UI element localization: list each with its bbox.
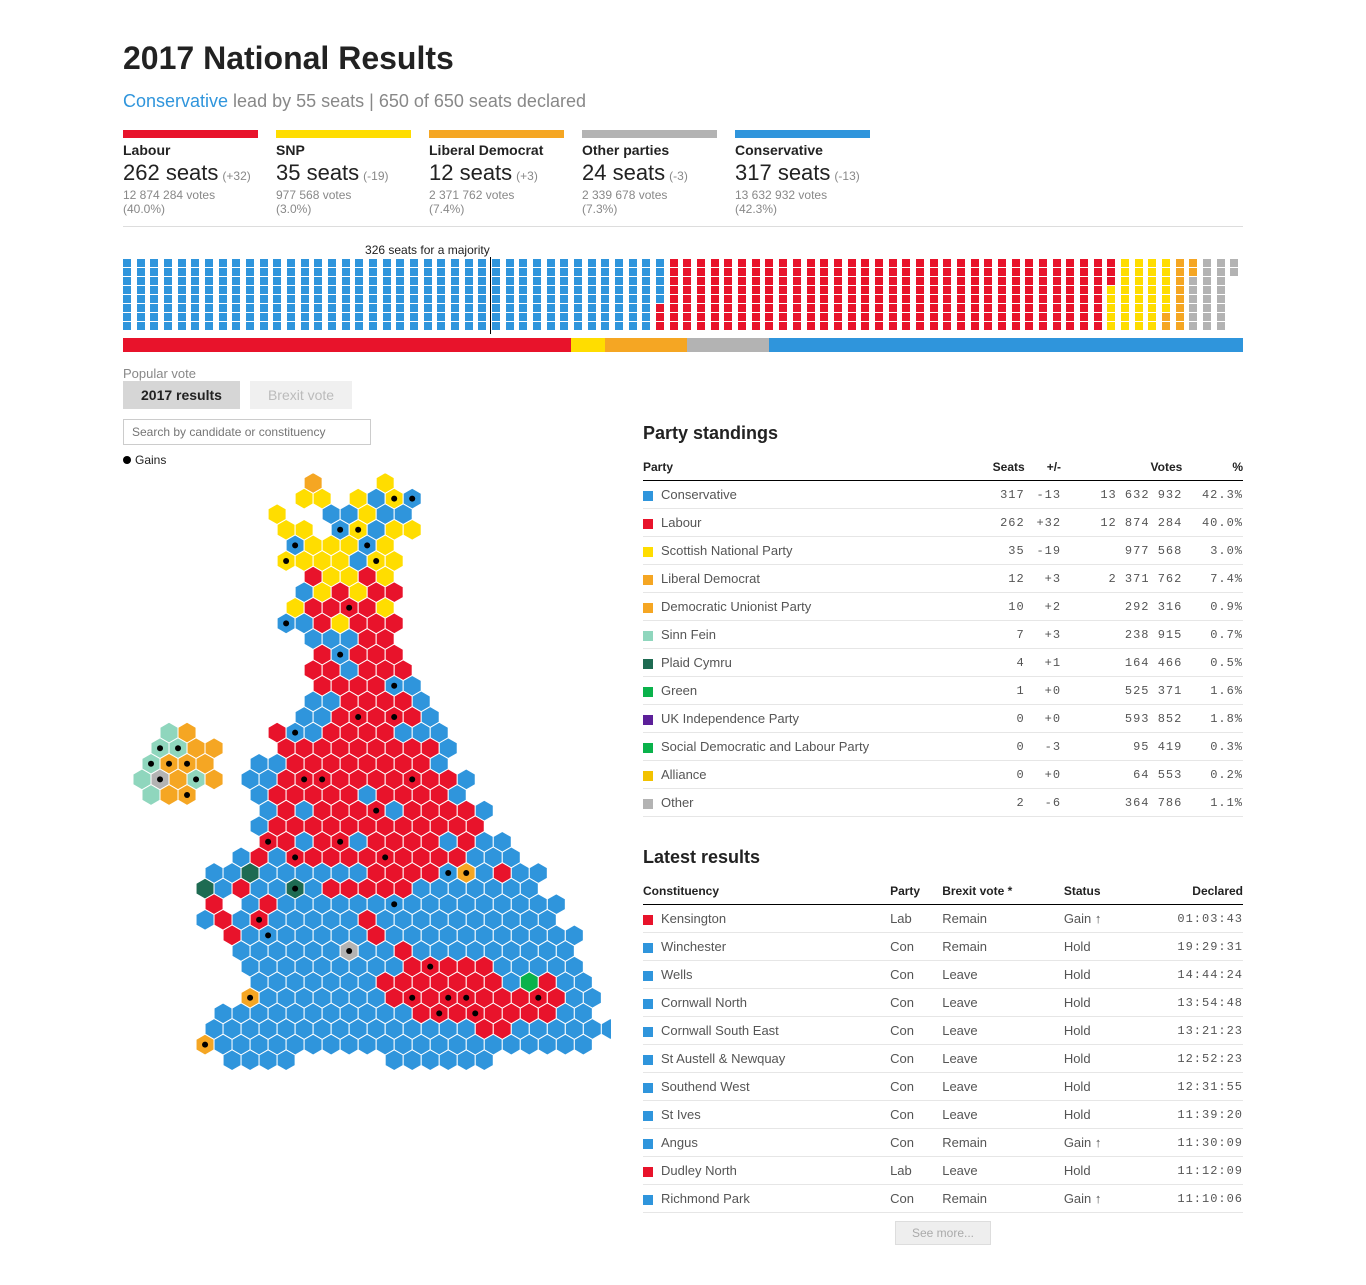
popular-vote-bar <box>123 338 1243 352</box>
table-row[interactable]: Richmond Park ConRemainGain ↑ 11:10:06 <box>643 1185 1243 1213</box>
subtitle: Conservative lead by 55 seats | 650 of 6… <box>123 91 1243 112</box>
table-row[interactable]: Alliance 0 +0 64 553 0.2% <box>643 761 1243 789</box>
popular-vote-label: Popular vote <box>123 366 1243 381</box>
gains-dot-icon <box>123 456 131 464</box>
view-tabs: 2017 results Brexit vote <box>123 381 1243 409</box>
gains-legend: Gains <box>123 453 613 467</box>
summary-card: Labour 262 seats(+32) 12 874 284 votes(4… <box>123 130 258 216</box>
latest-title: Latest results <box>643 847 1243 868</box>
table-row[interactable]: UK Independence Party 0 +0 593 852 1.8% <box>643 705 1243 733</box>
table-row[interactable]: Liberal Democrat 12 +3 2 371 762 7.4% <box>643 565 1243 593</box>
table-row[interactable]: Cornwall North ConLeaveHold 13:54:48 <box>643 989 1243 1017</box>
summary-card: Liberal Democrat 12 seats(+3) 2 371 762 … <box>429 130 564 216</box>
page-title: 2017 National Results <box>123 40 1243 77</box>
see-more-button[interactable]: See more... <box>895 1221 991 1245</box>
summary-row: Labour 262 seats(+32) 12 874 284 votes(4… <box>123 130 1243 227</box>
waffle-grid <box>123 259 1243 330</box>
table-row[interactable]: Winchester ConRemainHold 19:29:31 <box>643 933 1243 961</box>
table-row[interactable]: Other 2 -6 364 786 1.1% <box>643 789 1243 817</box>
table-row[interactable]: Dudley North LabLeaveHold 11:12:09 <box>643 1157 1243 1185</box>
table-row[interactable]: Social Democratic and Labour Party 0 -3 … <box>643 733 1243 761</box>
tab-brexit[interactable]: Brexit vote <box>250 381 352 409</box>
standings-title: Party standings <box>643 423 1243 444</box>
summary-card: Other parties 24 seats(-3) 2 339 678 vot… <box>582 130 717 216</box>
table-row[interactable]: St Austell & Newquay ConLeaveHold 12:52:… <box>643 1045 1243 1073</box>
hex-map[interactable] <box>123 473 611 1153</box>
seat-waffle: 326 seats for a majority <box>123 243 1243 330</box>
table-row[interactable]: Scottish National Party 35 -19 977 568 3… <box>643 537 1243 565</box>
table-row[interactable]: Southend West ConLeaveHold 12:31:55 <box>643 1073 1243 1101</box>
subtitle-rest: lead by 55 seats | 650 of 650 seats decl… <box>228 91 586 111</box>
gains-label: Gains <box>135 453 166 467</box>
majority-line <box>490 257 491 334</box>
tab-results[interactable]: 2017 results <box>123 381 240 409</box>
table-row[interactable]: St Ives ConLeaveHold 11:39:20 <box>643 1101 1243 1129</box>
lead-party: Conservative <box>123 91 228 111</box>
table-row[interactable]: Labour 262 +32 12 874 284 40.0% <box>643 509 1243 537</box>
majority-label: 326 seats for a majority <box>123 243 490 257</box>
search-input[interactable] <box>123 419 371 445</box>
latest-table: ConstituencyPartyBrexit vote *StatusDecl… <box>643 878 1243 1213</box>
summary-card: Conservative 317 seats(-13) 13 632 932 v… <box>735 130 870 216</box>
standings-table: PartySeats+/-Votes% Conservative 317 -13… <box>643 454 1243 817</box>
table-row[interactable]: Conservative 317 -13 13 632 932 42.3% <box>643 481 1243 509</box>
summary-card: SNP 35 seats(-19) 977 568 votes(3.0%) <box>276 130 411 216</box>
table-row[interactable]: Green 1 +0 525 371 1.6% <box>643 677 1243 705</box>
table-row[interactable]: Sinn Fein 7 +3 238 915 0.7% <box>643 621 1243 649</box>
table-row[interactable]: Democratic Unionist Party 10 +2 292 316 … <box>643 593 1243 621</box>
table-row[interactable]: Kensington LabRemainGain ↑ 01:03:43 <box>643 905 1243 933</box>
table-row[interactable]: Plaid Cymru 4 +1 164 466 0.5% <box>643 649 1243 677</box>
table-row[interactable]: Wells ConLeaveHold 14:44:24 <box>643 961 1243 989</box>
table-row[interactable]: Cornwall South East ConLeaveHold 13:21:2… <box>643 1017 1243 1045</box>
table-row[interactable]: Angus ConRemainGain ↑ 11:30:09 <box>643 1129 1243 1157</box>
